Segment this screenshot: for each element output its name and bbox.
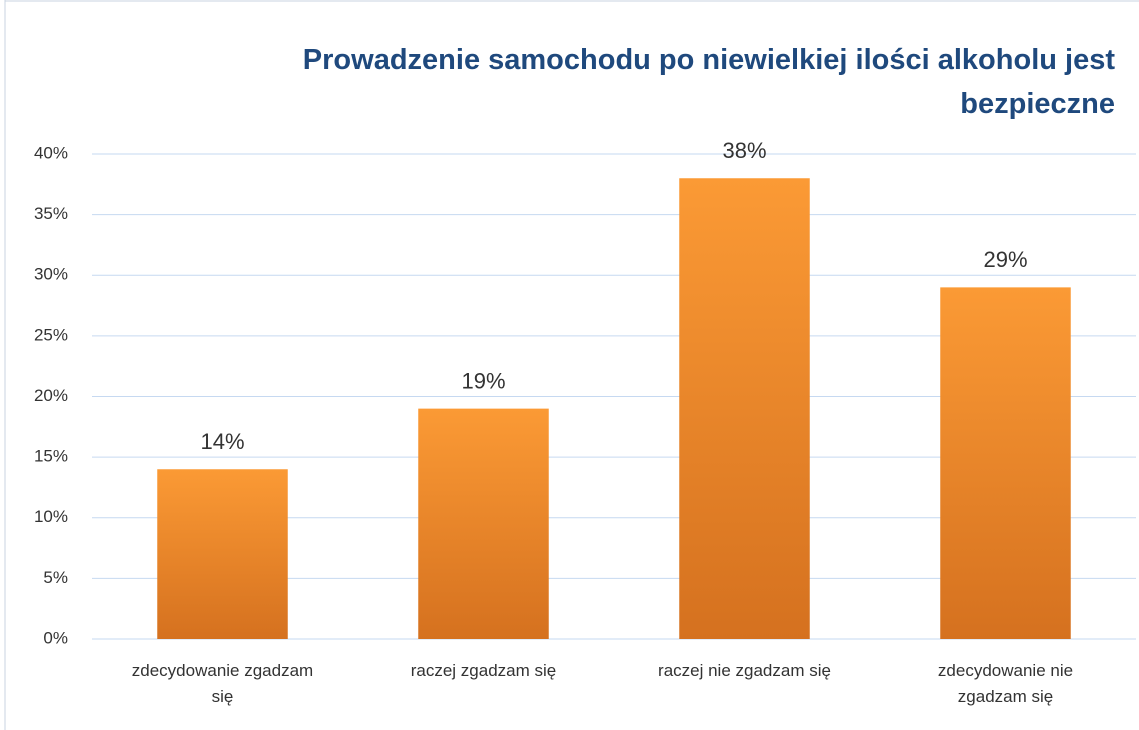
x-tick-label: zdecydowanie nie zgadzam się: [937, 661, 1074, 706]
data-label: 14%: [200, 429, 244, 454]
x-tick-label: raczej zgadzam się: [410, 661, 557, 680]
bar: [679, 178, 810, 639]
data-label: 38%: [722, 138, 766, 163]
y-tick-label: 35%: [34, 204, 68, 223]
data-label: 19%: [461, 368, 505, 393]
y-tick-label: 25%: [34, 325, 68, 344]
y-tick-label: 10%: [34, 507, 68, 526]
y-tick-label: 30%: [34, 265, 68, 284]
y-tick-label: 15%: [34, 447, 68, 466]
chart-title: Prowadzenie samochodu po niewielkiej ilo…: [302, 44, 1115, 120]
bar: [157, 469, 288, 639]
bar: [940, 287, 1071, 639]
y-tick-label: 5%: [43, 568, 68, 587]
x-tick-label: zdecydowanie zgadzam się: [131, 661, 314, 706]
y-tick-label: 40%: [34, 143, 68, 162]
data-label: 29%: [983, 247, 1027, 272]
y-tick-label: 20%: [34, 386, 68, 405]
bar: [418, 408, 549, 639]
y-tick-label: 0%: [43, 628, 68, 647]
x-tick-label: raczej nie zgadzam się: [658, 661, 831, 680]
